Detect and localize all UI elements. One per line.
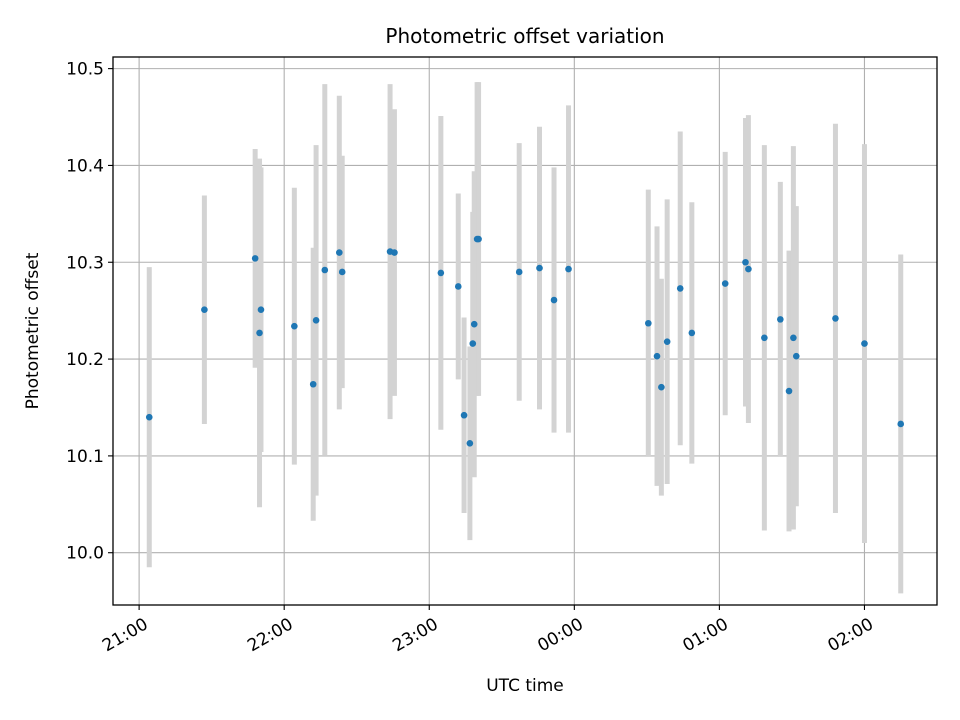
data-point	[338, 268, 346, 276]
data-point	[536, 264, 543, 272]
data-point	[653, 352, 661, 360]
data-point	[565, 265, 572, 273]
y-tick-label: 10.0	[66, 544, 104, 564]
data-point	[391, 249, 398, 256]
y-axis-label: Photometric offset	[23, 252, 43, 409]
data-point	[321, 266, 329, 274]
data-point	[309, 380, 317, 388]
data-point	[688, 329, 696, 337]
data-point	[460, 411, 468, 419]
grid	[113, 57, 937, 605]
y-tick-label: 10.1	[66, 447, 104, 467]
data-point	[470, 320, 478, 328]
data-point	[454, 283, 462, 290]
y-tick-label: 10.3	[66, 253, 104, 273]
data-point	[256, 329, 263, 337]
data-point	[515, 268, 523, 276]
data-point	[761, 334, 768, 342]
data-point	[658, 383, 665, 391]
data-point	[832, 315, 839, 322]
data-point	[312, 317, 320, 324]
data-point	[742, 258, 749, 266]
data-point	[336, 249, 343, 256]
y-tick-label: 10.5	[66, 60, 104, 80]
data-point	[550, 296, 558, 304]
data-point	[861, 340, 868, 347]
y-tick-label: 10.2	[66, 350, 104, 370]
data-point	[257, 306, 265, 313]
data-point	[437, 269, 445, 277]
data-point	[645, 319, 652, 327]
data-point	[475, 235, 482, 243]
data-point	[251, 255, 259, 262]
data-point	[790, 334, 797, 342]
data-point	[897, 420, 905, 428]
plot-frame	[112, 56, 938, 606]
data-point	[663, 338, 671, 345]
data-point	[676, 285, 684, 292]
data-points	[145, 235, 905, 447]
data-point	[201, 306, 208, 313]
data-point	[469, 340, 477, 347]
data-point	[145, 413, 153, 421]
data-point	[291, 322, 298, 330]
data-point	[745, 265, 752, 273]
data-point	[777, 316, 784, 323]
x-axis-label: UTC time	[486, 676, 564, 696]
data-point	[466, 440, 474, 447]
data-point	[785, 387, 793, 395]
data-point	[792, 352, 800, 360]
chart-title: Photometric offset variation	[385, 24, 664, 48]
y-tick-label: 10.4	[66, 156, 104, 176]
data-point	[721, 280, 729, 287]
